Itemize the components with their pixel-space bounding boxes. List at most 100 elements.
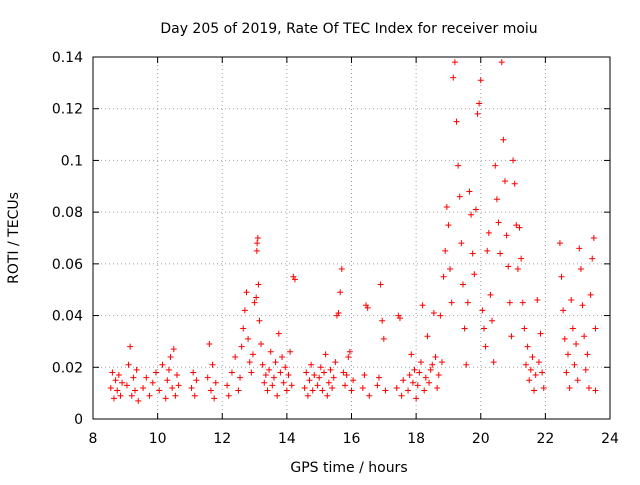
data-point (321, 369, 328, 376)
data-point (539, 369, 546, 376)
data-point (261, 379, 268, 386)
data-point (576, 245, 583, 252)
data-point (143, 374, 150, 381)
data-point (322, 351, 329, 358)
data-point (581, 333, 588, 340)
data-point (417, 359, 424, 366)
data-point (140, 384, 147, 391)
data-point (566, 384, 573, 391)
data-point (526, 377, 533, 384)
data-point (448, 299, 455, 306)
data-point (212, 379, 219, 386)
y-tick-label: 0.08 (52, 205, 83, 221)
data-point (532, 372, 539, 379)
data-point (291, 276, 298, 283)
data-point (264, 387, 271, 394)
data-point (364, 304, 371, 311)
data-point (169, 384, 176, 391)
data-point (269, 382, 276, 389)
data-point (516, 224, 523, 231)
data-point (206, 341, 213, 348)
data-point (253, 247, 260, 254)
data-point (411, 366, 418, 373)
data-point (266, 366, 273, 373)
data-point (451, 59, 458, 66)
data-point (471, 271, 478, 278)
data-point (304, 392, 311, 399)
data-point (577, 266, 584, 273)
chart-title: Day 205 of 2019, Rate Of TEC Index for r… (160, 21, 537, 37)
data-point (188, 384, 195, 391)
data-point (560, 307, 567, 314)
data-point (240, 325, 247, 332)
data-point (382, 387, 389, 394)
data-point (493, 196, 500, 203)
data-point (527, 366, 534, 373)
data-point (345, 353, 352, 360)
data-point (248, 369, 255, 376)
data-point (408, 351, 415, 358)
data-point (112, 377, 119, 384)
data-point (398, 392, 405, 399)
data-point (447, 266, 454, 273)
data-point (164, 377, 171, 384)
x-tick-label: 20 (472, 431, 490, 447)
data-point (400, 377, 407, 384)
data-point (430, 309, 437, 316)
data-point (529, 353, 536, 360)
data-point (254, 240, 261, 247)
x-tick-label: 18 (407, 431, 425, 447)
data-point (406, 372, 413, 379)
y-tick-label: 0.14 (52, 50, 83, 66)
data-point (501, 178, 508, 185)
data-point (472, 206, 479, 213)
data-point (340, 369, 347, 376)
data-point (582, 366, 589, 373)
data-point (463, 361, 470, 368)
data-point (589, 255, 596, 262)
data-point (571, 361, 578, 368)
data-point (288, 382, 295, 389)
data-point (224, 382, 231, 389)
data-point (262, 372, 269, 379)
data-point (324, 392, 331, 399)
data-point (480, 325, 487, 332)
data-point (426, 379, 433, 386)
data-point (348, 387, 355, 394)
data-point (477, 77, 484, 84)
data-point (432, 353, 439, 360)
data-point (251, 299, 258, 306)
x-tick-label: 16 (343, 431, 361, 447)
data-point (518, 255, 525, 262)
data-point (497, 250, 504, 257)
data-point (396, 315, 403, 322)
y-tick-label: 0.06 (52, 257, 83, 273)
data-point (245, 335, 252, 342)
data-point (489, 317, 496, 324)
data-point (109, 369, 116, 376)
data-point (335, 309, 342, 316)
data-point (524, 343, 531, 350)
data-point (506, 299, 513, 306)
data-point (280, 379, 287, 386)
data-point (191, 392, 198, 399)
data-point (563, 369, 570, 376)
data-point (519, 299, 526, 306)
data-point (503, 232, 510, 239)
data-point (469, 250, 476, 257)
data-point (175, 382, 182, 389)
data-point (479, 307, 486, 314)
data-point (135, 397, 142, 404)
data-point (285, 372, 292, 379)
data-point (193, 377, 200, 384)
data-point (405, 387, 412, 394)
y-tick-label: 0 (74, 412, 83, 428)
data-point (303, 369, 310, 376)
data-point (170, 346, 177, 353)
y-tick-label: 0.1 (61, 153, 83, 169)
data-point (275, 330, 282, 337)
data-point (414, 382, 421, 389)
data-point (458, 240, 465, 247)
data-point (361, 372, 368, 379)
x-axis-label: GPS time / hours (290, 460, 407, 476)
